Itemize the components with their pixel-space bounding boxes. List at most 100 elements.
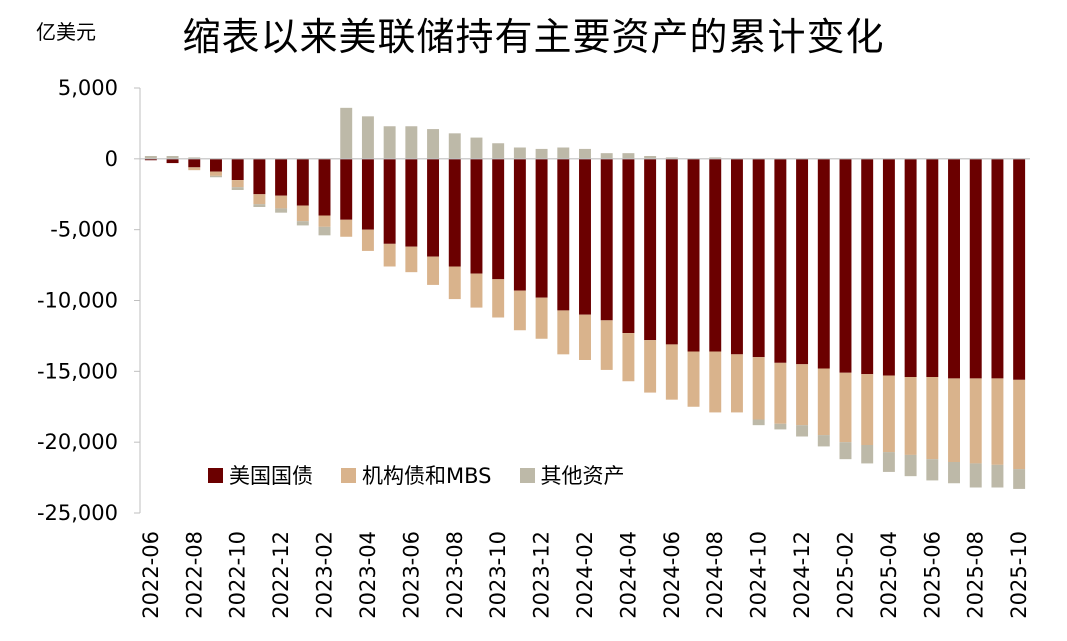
bar-segment — [579, 148, 591, 159]
bar-segment — [839, 372, 852, 443]
bar-segment — [188, 157, 201, 159]
bar-segment — [948, 158, 960, 379]
bar-segment — [557, 310, 570, 355]
bar-segment — [405, 158, 418, 247]
bar-segment — [361, 229, 374, 251]
bar-segment — [383, 126, 396, 159]
bar-segment — [448, 158, 461, 267]
bar-segment — [188, 158, 201, 168]
x-tick-label: 2023-06 — [399, 531, 423, 619]
bar-segment — [861, 374, 874, 445]
x-tick-label: 2025-08 — [964, 531, 988, 619]
bar-segment — [882, 158, 895, 376]
bar-segment — [709, 157, 722, 159]
bar-segment — [405, 246, 418, 273]
bar-segment — [969, 463, 982, 488]
x-tick-label: 2025-06 — [920, 531, 944, 619]
x-tick-label: 2022-12 — [269, 531, 293, 619]
bar-segment — [644, 156, 657, 159]
bar-segment — [513, 158, 526, 291]
bar-segment — [861, 445, 874, 464]
bar-segment — [644, 158, 657, 341]
bar-segment — [253, 204, 266, 207]
bar-segment — [296, 158, 309, 206]
bar-segment — [492, 279, 505, 318]
x-tick-label: 2025-10 — [1007, 531, 1031, 619]
y-tick-label: -5,000 — [50, 218, 118, 242]
bar-segment — [817, 435, 830, 447]
x-tick-label: 2025-02 — [833, 531, 857, 619]
x-tick-label: 2024-10 — [747, 531, 771, 619]
bar-segment — [253, 194, 266, 205]
bar-segment — [839, 158, 852, 373]
bar-segment — [796, 364, 809, 426]
y-tick-label: 5,000 — [58, 76, 118, 100]
bar-segment — [470, 273, 483, 308]
bar-segment — [340, 107, 353, 159]
legend-item-agency-mbs: 机构债和MBS — [341, 460, 492, 490]
x-tick-label: 2022-06 — [139, 531, 163, 619]
y-tick-label: -25,000 — [37, 501, 118, 525]
bar-segment — [318, 226, 331, 236]
bar-segment — [1013, 158, 1026, 380]
bar-segment — [210, 158, 222, 172]
y-axis-unit-label: 亿美元 — [36, 20, 96, 44]
bar-segment — [904, 454, 917, 477]
bar-segment — [210, 171, 222, 176]
bar-segment — [448, 133, 461, 159]
legend-swatch-treasuries — [208, 467, 223, 483]
bar-segment — [752, 158, 765, 358]
bar-segment — [383, 158, 396, 244]
y-tick-label: -10,000 — [37, 289, 118, 313]
bar-segment — [817, 368, 830, 436]
bar-segment — [948, 378, 960, 462]
bar-segment — [861, 158, 874, 375]
bar-segment — [253, 158, 266, 195]
bar-segment — [492, 158, 505, 280]
x-tick-label: 2025-04 — [877, 531, 901, 619]
bar-segment — [144, 156, 157, 159]
bar-segment — [991, 378, 1004, 465]
bar-segment — [513, 147, 526, 159]
bar-segment — [231, 187, 244, 190]
x-tick-label: 2022-10 — [226, 531, 250, 619]
bar-segment — [166, 156, 179, 159]
bar-segment — [926, 377, 939, 460]
bar-segment — [557, 158, 570, 311]
bar-segment — [904, 158, 917, 377]
legend-item-treasuries: 美国国债 — [208, 460, 313, 490]
bar-segment — [361, 116, 374, 159]
legend-label-other-assets: 其他资产 — [540, 464, 625, 488]
bar-segment — [513, 290, 526, 331]
y-tick-label: -15,000 — [37, 359, 118, 383]
bar-segment — [427, 256, 440, 285]
bar-segment — [600, 320, 613, 370]
bar-segment — [1013, 379, 1026, 470]
bar-segment — [774, 158, 787, 363]
legend-label-agency-mbs: 机构债和MBS — [362, 464, 492, 488]
bar-segment — [882, 452, 895, 472]
legend-label-treasuries: 美国国债 — [229, 464, 313, 488]
bar-segment — [709, 351, 722, 413]
bar-segment — [405, 126, 418, 159]
bar-segment — [644, 340, 657, 393]
bar-segment — [730, 354, 743, 413]
x-tick-label: 2023-12 — [530, 531, 554, 619]
bar-segment — [687, 351, 700, 407]
bar-segment — [622, 158, 635, 334]
bar-segment — [275, 158, 288, 196]
bar-segment — [948, 462, 960, 484]
x-tick-label: 2022-08 — [182, 531, 206, 619]
bar-segment — [665, 344, 678, 400]
chart-legend: 美国国债 机构债和MBS 其他资产 — [208, 460, 653, 490]
bar-segment — [730, 158, 743, 355]
bar-segment — [991, 464, 1004, 488]
bar-segment — [882, 375, 895, 453]
bar-segment — [231, 180, 244, 188]
bar-segment — [839, 442, 852, 460]
x-tick-label: 2024-12 — [790, 531, 814, 619]
bar-segment — [752, 419, 765, 426]
bar-segment — [470, 137, 483, 159]
bar-segment — [231, 158, 244, 181]
